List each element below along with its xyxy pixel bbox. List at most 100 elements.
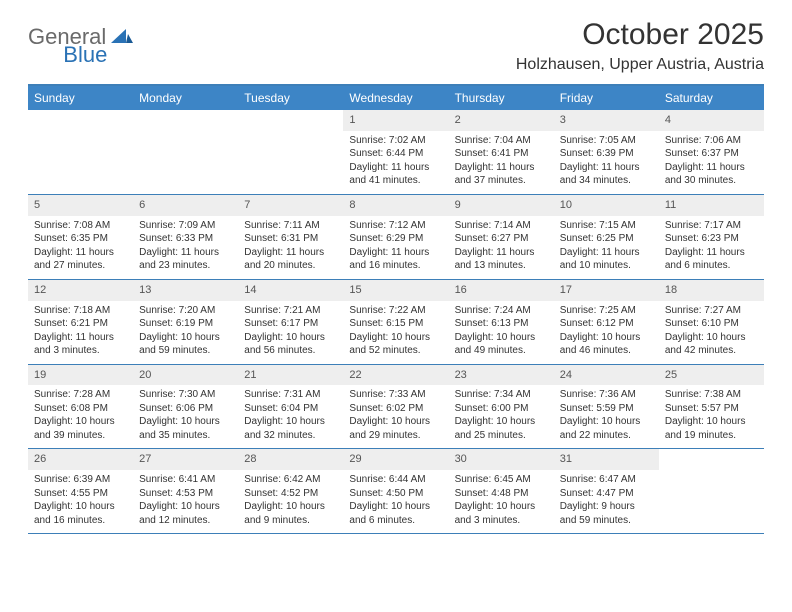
weekday-header-row: SundayMondayTuesdayWednesdayThursdayFrid… (28, 86, 764, 110)
day-number: 26 (28, 449, 133, 470)
day-info-line: Sunset: 6:41 PM (455, 147, 548, 161)
day-info-line: Daylight: 11 hours (665, 246, 758, 260)
day-info: Sunrise: 6:41 AMSunset: 4:53 PMDaylight:… (133, 470, 238, 533)
day-info-line: Sunset: 6:25 PM (560, 232, 653, 246)
day-info-line: Sunset: 4:55 PM (34, 487, 127, 501)
day-info-line: Daylight: 11 hours (34, 331, 127, 345)
day-cell: 23Sunrise: 7:34 AMSunset: 6:00 PMDayligh… (449, 365, 554, 449)
day-info-line: Sunset: 4:47 PM (560, 487, 653, 501)
day-info: Sunrise: 7:08 AMSunset: 6:35 PMDaylight:… (28, 216, 133, 279)
day-info-line: Sunrise: 7:12 AM (349, 219, 442, 233)
day-info: Sunrise: 7:25 AMSunset: 6:12 PMDaylight:… (554, 301, 659, 364)
day-info: Sunrise: 7:09 AMSunset: 6:33 PMDaylight:… (133, 216, 238, 279)
day-info-line: and 37 minutes. (455, 174, 548, 188)
day-number: 4 (659, 110, 764, 131)
day-number: 7 (238, 195, 343, 216)
day-number: 29 (343, 449, 448, 470)
day-number: 16 (449, 280, 554, 301)
day-info-line: Daylight: 10 hours (560, 415, 653, 429)
day-info-line: and 23 minutes. (139, 259, 232, 273)
day-cell: 18Sunrise: 7:27 AMSunset: 6:10 PMDayligh… (659, 280, 764, 364)
week-row: 19Sunrise: 7:28 AMSunset: 6:08 PMDayligh… (28, 365, 764, 450)
day-info-line: and 41 minutes. (349, 174, 442, 188)
day-info-line: Sunrise: 7:17 AM (665, 219, 758, 233)
day-info-line: Sunrise: 7:27 AM (665, 304, 758, 318)
day-info-line: Sunrise: 7:36 AM (560, 388, 653, 402)
title-block: October 2025 Holzhausen, Upper Austria, … (516, 18, 764, 74)
day-number: 6 (133, 195, 238, 216)
day-info-line: Daylight: 10 hours (139, 500, 232, 514)
day-info-line: Daylight: 10 hours (349, 331, 442, 345)
day-number: 10 (554, 195, 659, 216)
day-info-line: and 9 minutes. (244, 514, 337, 528)
day-cell: 14Sunrise: 7:21 AMSunset: 6:17 PMDayligh… (238, 280, 343, 364)
day-cell: 7Sunrise: 7:11 AMSunset: 6:31 PMDaylight… (238, 195, 343, 279)
day-info-line: Sunset: 6:39 PM (560, 147, 653, 161)
weekday-header: Wednesday (343, 86, 448, 110)
day-cell: 27Sunrise: 6:41 AMSunset: 4:53 PMDayligh… (133, 449, 238, 533)
day-info: Sunrise: 7:15 AMSunset: 6:25 PMDaylight:… (554, 216, 659, 279)
day-info-line: Sunset: 6:08 PM (34, 402, 127, 416)
logo-triangle-icon (111, 27, 133, 48)
day-info-line: Sunset: 5:59 PM (560, 402, 653, 416)
day-info-line: and 49 minutes. (455, 344, 548, 358)
day-info-line: Sunset: 6:13 PM (455, 317, 548, 331)
day-info-line: and 56 minutes. (244, 344, 337, 358)
day-info: Sunrise: 7:14 AMSunset: 6:27 PMDaylight:… (449, 216, 554, 279)
day-cell: 6Sunrise: 7:09 AMSunset: 6:33 PMDaylight… (133, 195, 238, 279)
day-info-line: Daylight: 9 hours (560, 500, 653, 514)
day-info-line: Daylight: 11 hours (349, 246, 442, 260)
day-cell: 22Sunrise: 7:33 AMSunset: 6:02 PMDayligh… (343, 365, 448, 449)
day-info-line: Sunrise: 7:30 AM (139, 388, 232, 402)
day-info: Sunrise: 7:02 AMSunset: 6:44 PMDaylight:… (343, 131, 448, 194)
day-number: 23 (449, 365, 554, 386)
day-info: Sunrise: 6:45 AMSunset: 4:48 PMDaylight:… (449, 470, 554, 533)
day-info-line: Daylight: 11 hours (455, 161, 548, 175)
day-info-line: Sunrise: 6:39 AM (34, 473, 127, 487)
day-info-line: Sunrise: 7:18 AM (34, 304, 127, 318)
day-info: Sunrise: 6:47 AMSunset: 4:47 PMDaylight:… (554, 470, 659, 533)
day-info-line: Sunrise: 7:24 AM (455, 304, 548, 318)
day-info-line: Daylight: 11 hours (244, 246, 337, 260)
day-info: Sunrise: 7:17 AMSunset: 6:23 PMDaylight:… (659, 216, 764, 279)
day-cell: . (133, 110, 238, 194)
day-info-line: and 59 minutes. (560, 514, 653, 528)
day-info: Sunrise: 7:12 AMSunset: 6:29 PMDaylight:… (343, 216, 448, 279)
day-info-line: Daylight: 11 hours (455, 246, 548, 260)
day-number: 25 (659, 365, 764, 386)
day-info: Sunrise: 7:38 AMSunset: 5:57 PMDaylight:… (659, 385, 764, 448)
day-info-line: Daylight: 10 hours (244, 500, 337, 514)
day-info-line: Sunset: 6:44 PM (349, 147, 442, 161)
day-info-line: and 16 minutes. (34, 514, 127, 528)
day-info-line: Daylight: 11 hours (349, 161, 442, 175)
day-info-line: and 46 minutes. (560, 344, 653, 358)
day-info: Sunrise: 7:04 AMSunset: 6:41 PMDaylight:… (449, 131, 554, 194)
weekday-header: Monday (133, 86, 238, 110)
day-info: Sunrise: 6:39 AMSunset: 4:55 PMDaylight:… (28, 470, 133, 533)
day-info-line: Sunset: 6:12 PM (560, 317, 653, 331)
day-info: Sunrise: 7:22 AMSunset: 6:15 PMDaylight:… (343, 301, 448, 364)
day-number: 31 (554, 449, 659, 470)
day-info: Sunrise: 7:36 AMSunset: 5:59 PMDaylight:… (554, 385, 659, 448)
week-row: ...1Sunrise: 7:02 AMSunset: 6:44 PMDayli… (28, 110, 764, 195)
day-info: Sunrise: 7:05 AMSunset: 6:39 PMDaylight:… (554, 131, 659, 194)
day-info: Sunrise: 7:34 AMSunset: 6:00 PMDaylight:… (449, 385, 554, 448)
day-number: 1 (343, 110, 448, 131)
day-info-line: and 20 minutes. (244, 259, 337, 273)
weekday-header: Friday (554, 86, 659, 110)
day-cell: 10Sunrise: 7:15 AMSunset: 6:25 PMDayligh… (554, 195, 659, 279)
weekday-header: Tuesday (238, 86, 343, 110)
day-info-line: Sunrise: 7:05 AM (560, 134, 653, 148)
day-cell: 26Sunrise: 6:39 AMSunset: 4:55 PMDayligh… (28, 449, 133, 533)
week-row: 12Sunrise: 7:18 AMSunset: 6:21 PMDayligh… (28, 280, 764, 365)
day-info: Sunrise: 7:33 AMSunset: 6:02 PMDaylight:… (343, 385, 448, 448)
day-info-line: Daylight: 10 hours (349, 415, 442, 429)
day-number: 19 (28, 365, 133, 386)
day-cell: 9Sunrise: 7:14 AMSunset: 6:27 PMDaylight… (449, 195, 554, 279)
day-info-line: and 3 minutes. (455, 514, 548, 528)
day-cell: 21Sunrise: 7:31 AMSunset: 6:04 PMDayligh… (238, 365, 343, 449)
day-info: Sunrise: 7:27 AMSunset: 6:10 PMDaylight:… (659, 301, 764, 364)
day-info: Sunrise: 7:31 AMSunset: 6:04 PMDaylight:… (238, 385, 343, 448)
day-number: 13 (133, 280, 238, 301)
day-info-line: Sunrise: 7:11 AM (244, 219, 337, 233)
